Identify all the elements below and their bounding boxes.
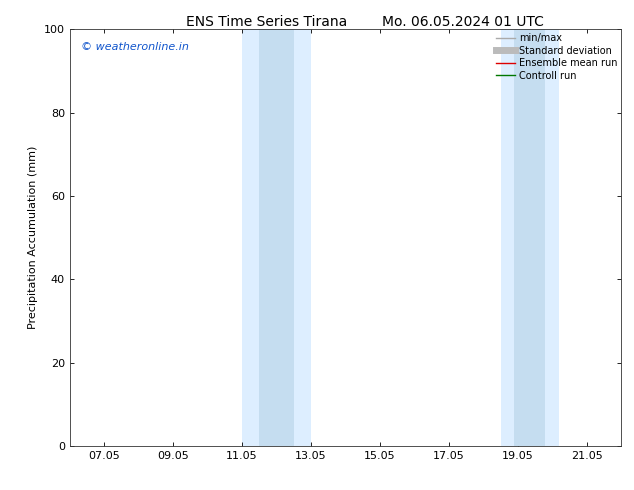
Bar xyxy=(501,29,559,446)
Legend: min/max, Standard deviation, Ensemble mean run, Controll run: min/max, Standard deviation, Ensemble me… xyxy=(494,31,619,82)
Text: ENS Time Series Tirana: ENS Time Series Tirana xyxy=(186,15,347,29)
Text: Mo. 06.05.2024 01 UTC: Mo. 06.05.2024 01 UTC xyxy=(382,15,544,29)
Bar xyxy=(259,29,294,446)
Y-axis label: Precipitation Accumulation (mm): Precipitation Accumulation (mm) xyxy=(29,146,38,329)
Text: © weatheronline.in: © weatheronline.in xyxy=(81,42,189,52)
Bar xyxy=(514,29,545,446)
Bar xyxy=(242,29,311,446)
